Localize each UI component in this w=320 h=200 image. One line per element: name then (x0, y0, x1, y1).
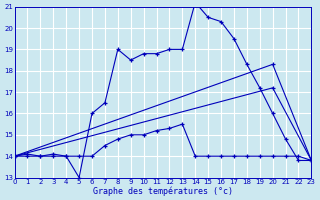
X-axis label: Graphe des températures (°c): Graphe des températures (°c) (93, 186, 233, 196)
